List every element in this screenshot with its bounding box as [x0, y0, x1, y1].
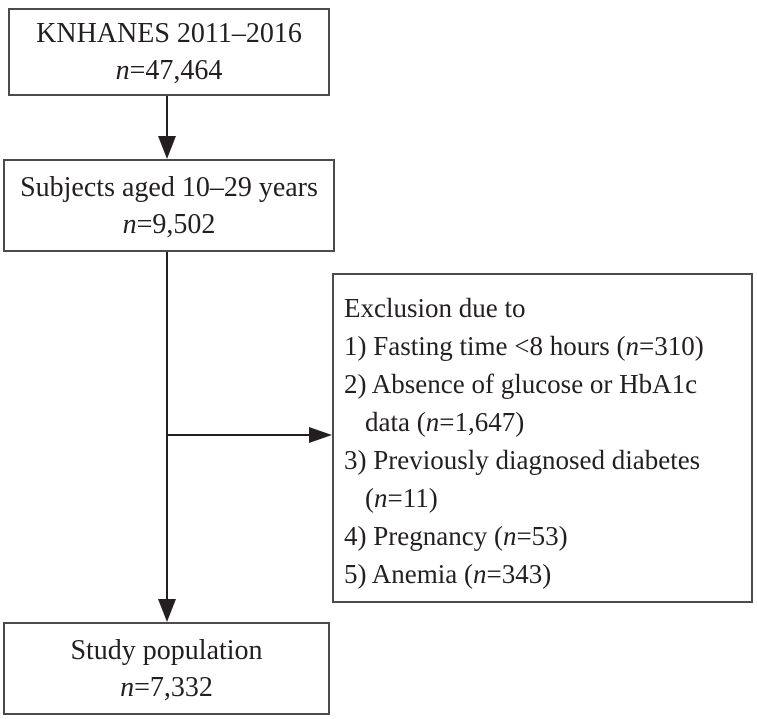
box-knhanes: KNHANES 2011–2016 n=47,464 — [8, 8, 330, 96]
n-value: =9,502 — [136, 208, 216, 240]
box-study-population: Study population n=7,332 — [3, 622, 330, 715]
exclusion-item: 1) Fasting time <8 hours (n=310) — [344, 331, 704, 361]
n-symbol: n — [122, 208, 137, 240]
box-subjects-aged: Subjects aged 10–29 years n=9,502 — [3, 159, 335, 252]
arrowhead-down-icon — [158, 136, 176, 159]
box-knhanes-title: KNHANES 2011–2016 — [36, 18, 302, 49]
box-subjects-n: n=9,502 — [123, 206, 216, 243]
exclusion-items: 1) Fasting time <8 hours (n=310) 2) Absen… — [344, 327, 745, 593]
connector-source-to-subjects — [166, 96, 168, 142]
arrowhead-right-icon — [309, 427, 332, 443]
n-symbol: n — [115, 55, 130, 86]
exclusion-item: 5) Anemia (n=343) — [344, 559, 552, 589]
exclusion-item: 2) Absence of glucose or HbA1c data (n=1… — [344, 369, 698, 437]
box-exclusion: Exclusion due to 1) Fasting time <8 hour… — [332, 273, 753, 603]
n-value: =47,464 — [129, 55, 223, 86]
n-value: =7,332 — [134, 671, 213, 703]
box-subjects-title: Subjects aged 10–29 years — [20, 171, 318, 203]
exclusion-item: 4) Pregnancy (n=53) — [344, 521, 568, 551]
n-symbol: n — [120, 671, 135, 703]
arrowhead-down-icon — [158, 599, 176, 622]
exclusion-header: Exclusion due to — [344, 293, 526, 323]
exclusion-item: 3) Previously diagnosed diabetes (n=11) — [344, 445, 701, 513]
connector-to-exclusion — [167, 434, 312, 436]
connector-subjects-to-study — [166, 252, 168, 602]
box-knhanes-n: n=47,464 — [116, 52, 223, 89]
box-study-n: n=7,332 — [120, 669, 213, 706]
box-study-title: Study population — [70, 634, 263, 666]
